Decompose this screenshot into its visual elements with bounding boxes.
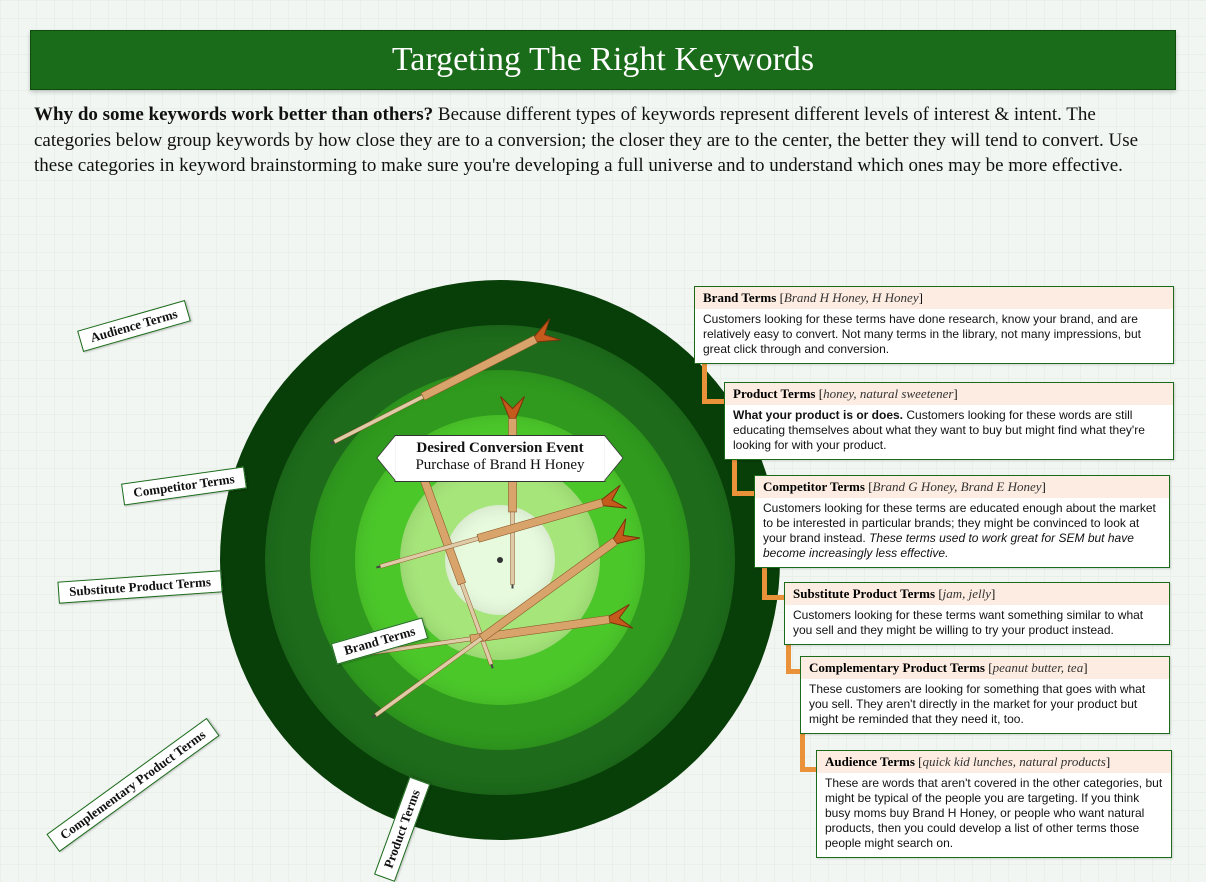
- page-title: Targeting The Right Keywords: [30, 30, 1176, 90]
- infobox-body: These customers are looking for somethin…: [809, 682, 1161, 727]
- dart-flag-audience-terms: Audience Terms: [77, 300, 191, 352]
- infobox-header: Complementary Product Terms [peanut butt…: [801, 657, 1169, 679]
- infobox-header: Brand Terms [Brand H Honey, H Honey]: [695, 287, 1173, 309]
- intro-lead: Why do some keywords work better than ot…: [34, 104, 433, 125]
- infobox-body: Customers looking for these terms want s…: [793, 608, 1161, 638]
- infobox-competitor-terms: Competitor Terms [Brand G Honey, Brand E…: [754, 475, 1170, 568]
- infobox-header: Competitor Terms [Brand G Honey, Brand E…: [755, 476, 1169, 498]
- infobox-header: Product Terms [honey, natural sweetener]: [725, 383, 1173, 405]
- infobox-body: These are words that aren't covered in t…: [825, 776, 1163, 851]
- infobox-body: Customers looking for these terms have d…: [703, 312, 1165, 357]
- infobox-body: What your product is or does. Customers …: [733, 408, 1165, 453]
- infobox-header: Substitute Product Terms [jam, jelly]: [785, 583, 1169, 605]
- infobox-body: Customers looking for these terms are ed…: [763, 501, 1161, 561]
- bullseye-dot: [497, 557, 503, 563]
- infobox-product-terms: Product Terms [honey, natural sweetener]…: [724, 382, 1174, 460]
- dart-flag-substitute-product-terms: Substitute Product Terms: [57, 570, 222, 603]
- infobox-audience-terms: Audience Terms [quick kid lunches, natur…: [816, 750, 1172, 858]
- center-banner: Desired Conversion EventPurchase of Bran…: [394, 435, 605, 482]
- center-line2: Purchase of Brand H Honey: [415, 457, 584, 474]
- infobox-substitute-product-terms: Substitute Product Terms [jam, jelly] Cus…: [784, 582, 1170, 645]
- infobox-header: Audience Terms [quick kid lunches, natur…: [817, 751, 1171, 773]
- diagram-stage: Desired Conversion EventPurchase of Bran…: [0, 280, 1206, 860]
- intro-paragraph: Why do some keywords work better than ot…: [34, 102, 1172, 179]
- infobox-complementary-product-terms: Complementary Product Terms [peanut butt…: [800, 656, 1170, 734]
- infobox-brand-terms: Brand Terms [Brand H Honey, H Honey] Cust…: [694, 286, 1174, 364]
- center-line1: Desired Conversion Event: [415, 440, 584, 457]
- dart-flag-complementary-product-terms: Complementary Product Terms: [46, 718, 219, 852]
